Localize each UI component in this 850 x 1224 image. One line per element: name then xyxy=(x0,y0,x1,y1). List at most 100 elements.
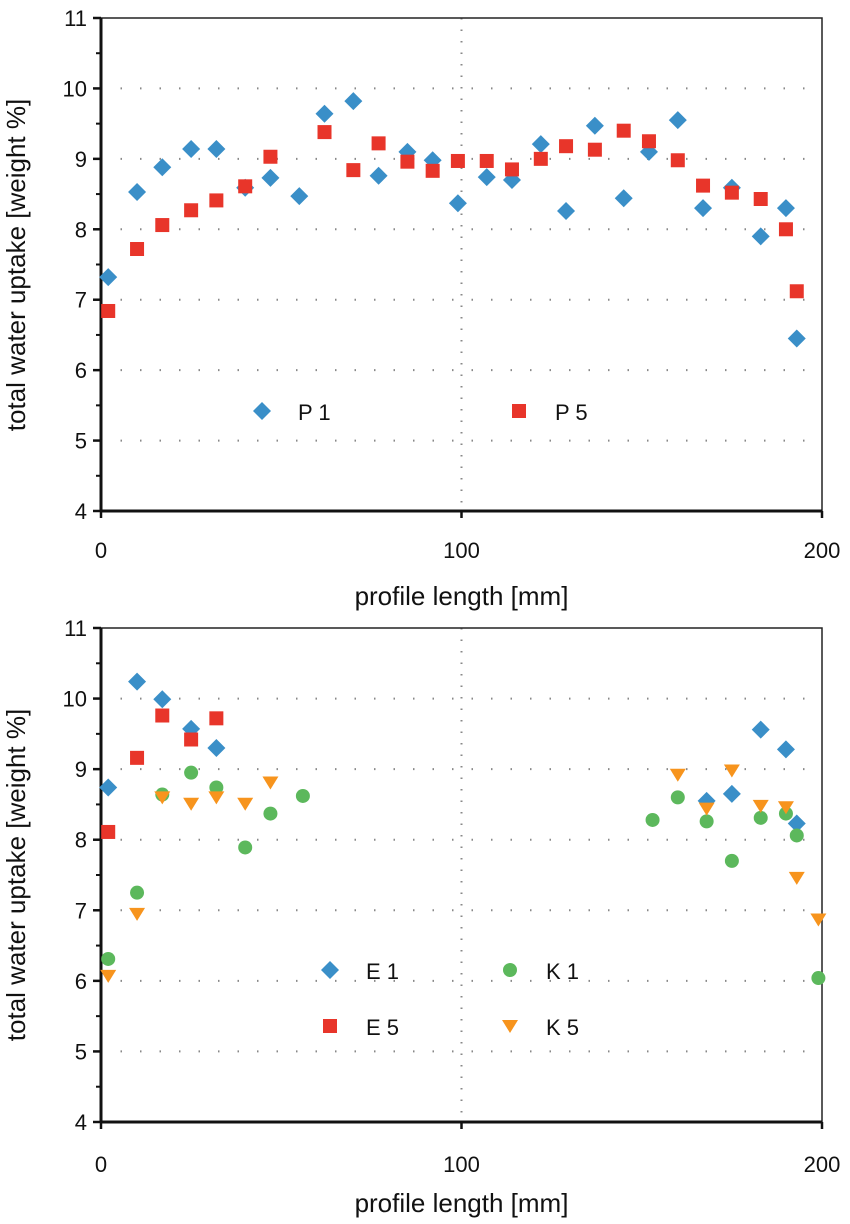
data-point xyxy=(153,158,172,177)
data-point xyxy=(208,791,225,805)
data-point xyxy=(238,179,253,194)
x-tick-label: 100 xyxy=(443,538,480,563)
data-point xyxy=(694,199,713,218)
legend-label: E 1 xyxy=(366,959,399,984)
data-point xyxy=(776,199,795,218)
legend-marker xyxy=(323,1019,337,1033)
y-tick-label: 10 xyxy=(63,76,87,101)
data-point xyxy=(450,153,465,168)
data-point xyxy=(789,284,804,299)
data-point xyxy=(724,853,739,868)
data-point xyxy=(207,738,226,757)
plot-frame xyxy=(100,17,823,512)
y-tick-label: 4 xyxy=(75,1110,87,1135)
series-k1 xyxy=(101,765,826,986)
data-point xyxy=(585,116,604,135)
legend-marker xyxy=(253,402,271,420)
data-point xyxy=(207,139,226,158)
data-point xyxy=(155,218,170,233)
data-point xyxy=(128,182,147,201)
data-point xyxy=(129,907,146,921)
data-point xyxy=(699,814,714,829)
data-point xyxy=(130,242,145,257)
data-point xyxy=(184,765,199,780)
data-point xyxy=(346,163,361,178)
data-point xyxy=(261,168,280,187)
data-point xyxy=(587,142,602,157)
data-point xyxy=(155,708,170,723)
data-point xyxy=(425,163,440,178)
data-point xyxy=(559,139,574,154)
data-point xyxy=(448,194,467,213)
y-tick-label: 11 xyxy=(64,616,87,641)
data-point xyxy=(315,104,334,123)
data-point xyxy=(533,151,548,166)
data-point xyxy=(101,824,116,839)
data-point xyxy=(698,802,715,816)
y-tick-label: 8 xyxy=(75,828,87,853)
data-point xyxy=(670,153,685,168)
data-point xyxy=(751,720,770,739)
legend-marker xyxy=(512,404,526,418)
data-point xyxy=(751,227,770,246)
data-point xyxy=(668,111,687,130)
data-point xyxy=(696,178,711,193)
y-tick-label: 11 xyxy=(64,6,87,31)
data-point xyxy=(130,750,145,765)
x-tick-label: 100 xyxy=(443,1152,480,1177)
x-tick-label: 200 xyxy=(804,538,841,563)
data-point xyxy=(100,969,117,983)
data-point xyxy=(753,192,768,207)
data-point xyxy=(752,799,769,813)
series-p1 xyxy=(99,92,806,348)
data-point xyxy=(290,187,309,206)
data-point xyxy=(184,732,199,747)
y-tick-label: 5 xyxy=(75,429,87,454)
data-point xyxy=(209,711,224,726)
x-tick-label: 0 xyxy=(95,538,107,563)
data-point xyxy=(101,303,116,318)
data-point xyxy=(238,840,253,855)
legend-label: P 1 xyxy=(298,400,331,425)
data-point xyxy=(263,806,278,821)
data-point xyxy=(154,791,171,805)
chart-2: 4 5 6 7 8 9 10 11 0 100 200 profile length [mm] tota… xyxy=(1,616,840,1218)
data-point xyxy=(557,201,576,220)
data-point xyxy=(317,125,332,140)
data-point xyxy=(344,92,363,111)
y-tick-label: 6 xyxy=(75,969,87,994)
chart-1: 4 5 6 7 8 9 10 11 0 100 200 profile length [mm] tota… xyxy=(1,6,840,611)
data-point xyxy=(479,153,494,168)
x-tick-label: 200 xyxy=(804,1152,841,1177)
y-axis-label: total water uptake [weight %] xyxy=(1,709,31,1041)
data-point xyxy=(400,154,415,169)
data-point xyxy=(504,162,519,177)
data-point xyxy=(99,778,118,797)
data-point xyxy=(153,690,172,709)
data-point xyxy=(641,134,656,149)
data-point xyxy=(789,828,804,843)
data-point xyxy=(371,136,386,151)
y-tick-label: 6 xyxy=(75,358,87,383)
plot-frame xyxy=(100,627,823,1123)
legend-label: K 1 xyxy=(546,959,579,984)
data-point xyxy=(645,812,660,827)
data-point xyxy=(722,784,741,803)
x-axis-label: profile length [mm] xyxy=(355,1188,569,1218)
data-point xyxy=(776,740,795,759)
x-axis-label: profile length [mm] xyxy=(355,581,569,611)
y-tick-label: 5 xyxy=(75,1039,87,1064)
data-point xyxy=(295,788,310,803)
legend-marker xyxy=(502,1020,518,1033)
y-tick-label: 10 xyxy=(63,687,87,712)
y-tick-label: 7 xyxy=(75,898,87,923)
data-point xyxy=(810,913,827,927)
legend-label: K 5 xyxy=(546,1015,579,1040)
data-point xyxy=(209,780,224,795)
legend-label: P 5 xyxy=(555,400,588,425)
data-point xyxy=(130,885,145,900)
y-tick-label: 9 xyxy=(75,757,87,782)
x-tick-label: 0 xyxy=(95,1152,107,1177)
data-point xyxy=(616,123,631,138)
data-point xyxy=(128,672,147,691)
